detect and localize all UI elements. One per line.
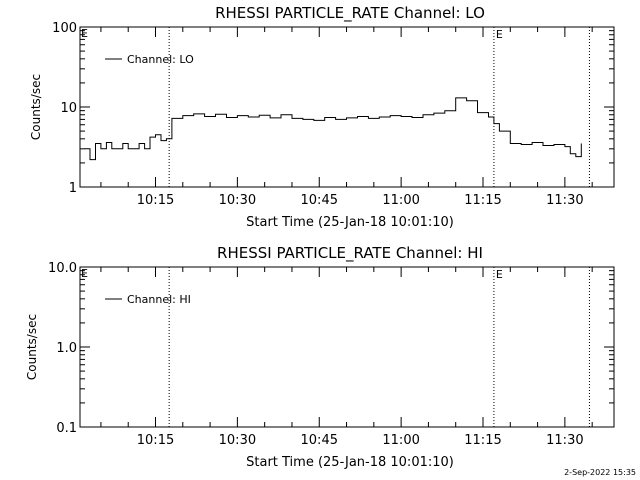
y-tick-label: 100 bbox=[52, 21, 77, 36]
x-tick-label: 11:00 bbox=[382, 433, 419, 448]
panel-lo-series-line bbox=[84, 97, 582, 161]
panel-hi-title: RHESSI PARTICLE_RATE Channel: HI bbox=[217, 244, 483, 263]
x-tick-label: 10:30 bbox=[219, 193, 256, 208]
generation-timestamp: 2-Sep-2022 15:35 bbox=[564, 468, 636, 477]
panel-hi-ylabel: Counts/sec bbox=[25, 314, 39, 380]
event-line-label: E bbox=[496, 268, 503, 281]
x-tick-label: 11:30 bbox=[546, 193, 583, 208]
panel-lo-xlabel: Start Time (25-Jan-18 10:01:10) bbox=[246, 215, 454, 230]
x-tick-label: 11:30 bbox=[546, 433, 583, 448]
y-tick-label: 1.0 bbox=[56, 341, 77, 356]
panel-hi: RHESSI PARTICLE_RATE Channel: HI Counts/… bbox=[25, 244, 615, 470]
y-tick-label: 1 bbox=[69, 181, 77, 196]
panel-lo-e-marker: E bbox=[81, 27, 88, 40]
panel-hi-xlabel: Start Time (25-Jan-18 10:01:10) bbox=[246, 455, 454, 470]
y-tick-label: 10 bbox=[60, 101, 77, 116]
panel-lo-title: RHESSI PARTICLE_RATE Channel: LO bbox=[215, 4, 485, 23]
panel-lo-ylabel: Counts/sec bbox=[29, 74, 43, 140]
x-tick-label: 10:45 bbox=[301, 193, 338, 208]
panel-lo: RHESSI PARTICLE_RATE Channel: LO Counts/… bbox=[29, 4, 615, 230]
y-tick-label: 0.1 bbox=[56, 421, 77, 436]
x-tick-label: 10:15 bbox=[137, 193, 174, 208]
x-tick-label: 11:15 bbox=[464, 193, 501, 208]
x-tick-label: 11:00 bbox=[382, 193, 419, 208]
x-tick-label: 10:30 bbox=[219, 433, 256, 448]
panel-lo-legend-label: Channel: LO bbox=[127, 53, 194, 66]
x-tick-label: 10:15 bbox=[137, 433, 174, 448]
x-tick-label: 10:45 bbox=[301, 433, 338, 448]
x-tick-label: 11:15 bbox=[464, 433, 501, 448]
panel-hi-e-marker: E bbox=[81, 267, 88, 280]
event-line-label: E bbox=[496, 28, 503, 41]
panel-hi-legend-label: Channel: HI bbox=[127, 293, 191, 306]
y-tick-label: 10.0 bbox=[48, 261, 77, 276]
